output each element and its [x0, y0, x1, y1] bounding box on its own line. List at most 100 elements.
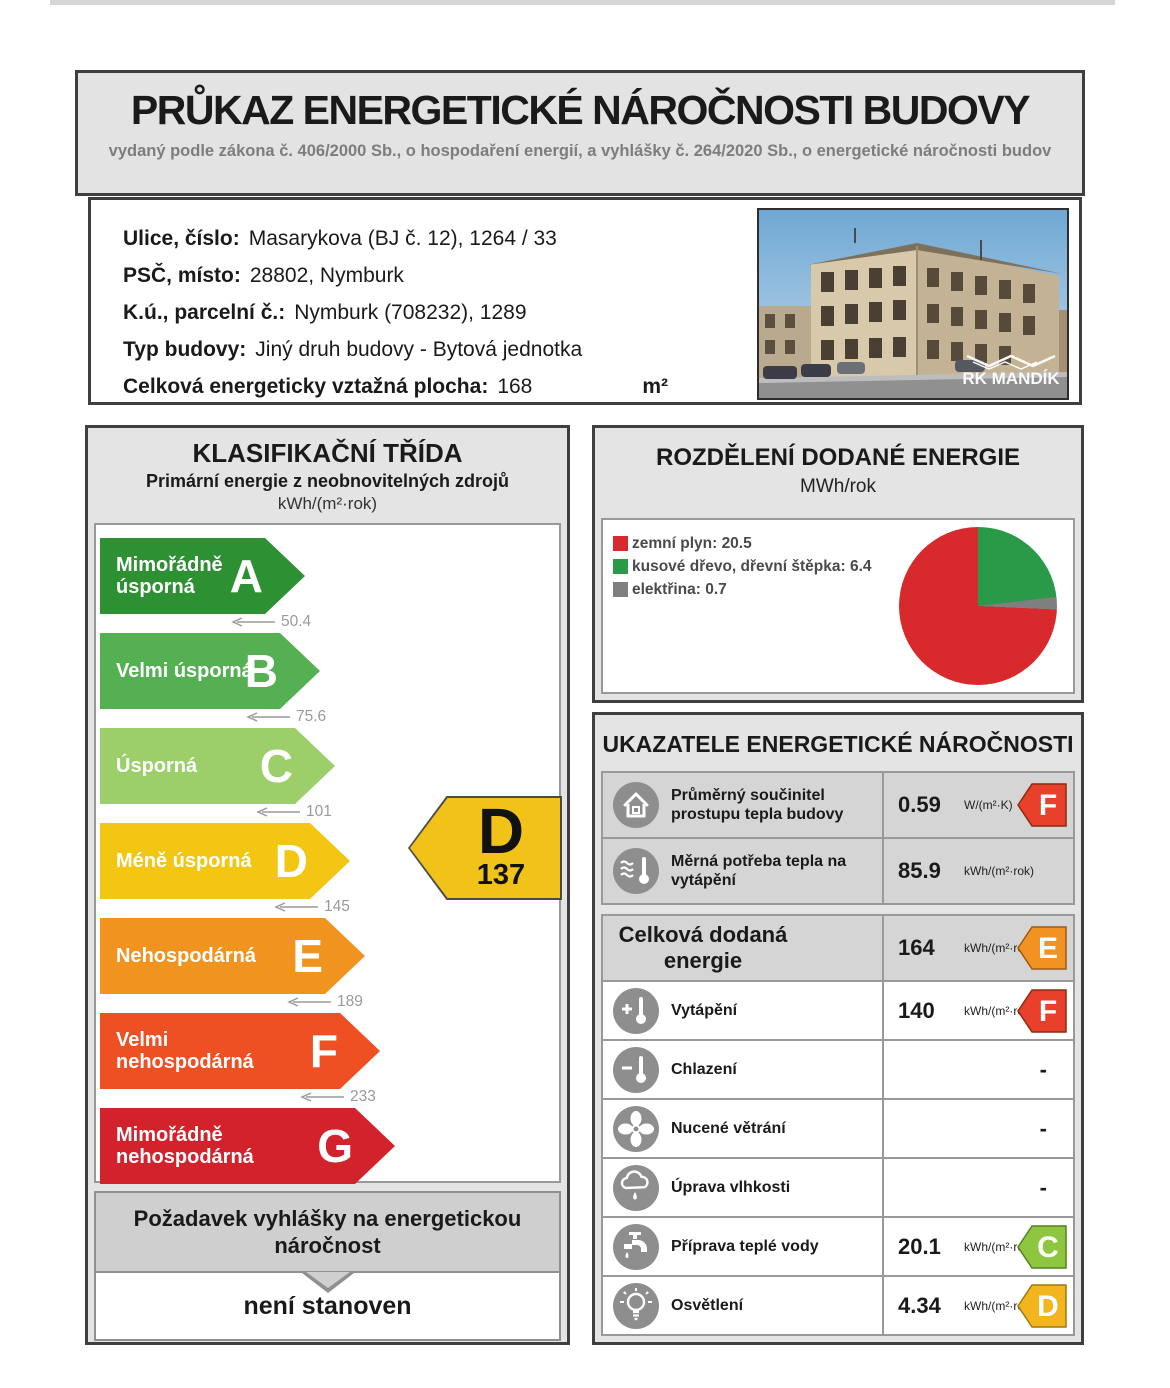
classification-subtitle: Primární energie z neobnovitelných zdroj…	[145, 471, 510, 491]
indicator-unit: kWh/(m²·rok)	[964, 1239, 1034, 1254]
info-row-street: Ulice, číslo: Masarykova (BJ č. 12), 1264…	[123, 220, 668, 257]
classification-title: KLASIFIKAČNÍ TŘÍDA	[192, 438, 463, 468]
indicator-label: Nucené větrání	[671, 1119, 786, 1137]
svg-text:F: F	[1039, 995, 1057, 1028]
class-letter: F	[309, 1025, 338, 1077]
indicator-label: Měrná potřeba tepla na vytápění	[671, 852, 847, 889]
building-photo: RK MANDÍK	[757, 208, 1069, 400]
certificate-header: PRŮKAZ ENERGETICKÉ NÁROČNOSTI BUDOVY vyd…	[75, 70, 1085, 196]
indicator-label: Příprava teplé vody	[671, 1237, 819, 1255]
minus-thermometer-icon	[613, 1046, 659, 1093]
indicators-title: UKAZATELE ENERGETICKÉ NÁROČNOSTI	[602, 731, 1074, 757]
indicator-unit: kWh/(m²·rok)	[964, 1298, 1034, 1313]
threshold-value: 50.4	[281, 613, 312, 630]
legend-label: elektřina: 0.7	[632, 580, 727, 598]
classification-unit: kWh/(m²·rok)	[277, 494, 378, 513]
class-arrow-e: Nehospodárná E	[100, 918, 365, 994]
class-letter: E	[292, 930, 323, 982]
fan-icon	[613, 1105, 659, 1152]
threshold-e: 189	[287, 993, 363, 1011]
class-badge-f: F	[1017, 783, 1067, 827]
threshold-arrow-icon	[287, 997, 331, 1007]
indicator-dash: -	[1039, 1174, 1047, 1200]
legend-item: elektřina: 0.7	[613, 578, 872, 601]
indicator-label: Chlazení	[671, 1060, 737, 1078]
indicator-row-lighting: Osvětlení 4.34 kWh/(m²·rok) D	[603, 1275, 1073, 1334]
indicator-label: Úprava vlhkosti	[671, 1178, 791, 1196]
threshold-c: 101	[256, 803, 332, 821]
info-row-zip: PSČ, místo: 28802, Nymburk	[123, 257, 668, 294]
threshold-value: 145	[324, 898, 350, 915]
class-letter: D	[274, 835, 308, 887]
indicator-row-heating: Vytápění 140 kWh/(m²·rok) F	[603, 980, 1073, 1039]
threshold-value: 233	[350, 1088, 376, 1105]
pie-chart	[899, 527, 1057, 685]
faucet-icon	[613, 1223, 659, 1270]
threshold-value: 75.6	[296, 708, 327, 725]
indicators-block-top: Průměrný součinitel prostupu tepla budov…	[601, 771, 1075, 905]
indicator-label: Vytápění	[671, 1001, 738, 1019]
indicator-unit: W/(m²·K)	[964, 798, 1013, 812]
class-letter: B	[244, 645, 278, 697]
legend-swatch	[613, 559, 628, 574]
indicator-label: Celková dodaná energie	[618, 921, 788, 973]
building-photo-illustration: RK MANDÍK	[759, 210, 1067, 398]
class-label: Mimořádně úsporná	[116, 553, 223, 598]
info-row-building-type: Typ budovy: Jiný druh budovy - Bytová jed…	[123, 331, 668, 368]
class-badge-f: F	[1017, 988, 1067, 1033]
house-icon	[613, 782, 659, 828]
class-badge-e: E	[1017, 926, 1067, 970]
indicator-row-hot-water: Příprava teplé vody 20.1 kWh/(m²·rok) C	[603, 1216, 1073, 1275]
legend-item: kusové dřevo, dřevní štěpka: 6.4	[613, 555, 872, 578]
info-value: Jiný druh budovy - Bytová jednotka	[255, 338, 583, 361]
current-class-marker: D 137	[408, 796, 562, 900]
class-label: Mimořádně nehospodárná	[116, 1123, 254, 1168]
class-arrow-c: Úsporná C	[100, 728, 335, 804]
plus-thermometer-icon	[613, 987, 659, 1034]
class-arrow-a: Mimořádně úsporná A	[100, 538, 305, 614]
class-arrow-d: Méně úsporná D	[100, 823, 350, 899]
info-label: Typ budovy:	[123, 338, 247, 361]
class-label: Nehospodárná	[116, 944, 257, 967]
threshold-arrow-icon	[274, 902, 318, 912]
classification-chart: Mimořádně úsporná A Velmi úsporná B Úspo…	[94, 523, 562, 1184]
indicator-value: 0.59	[898, 792, 941, 817]
energy-distribution-panel: ROZDĚLENÍ DODANÉ ENERGIE MWh/rok zemní p…	[592, 425, 1084, 703]
indicator-row-cooling: Chlazení -	[603, 1039, 1073, 1098]
indicator-value: 4.34	[898, 1292, 941, 1318]
threshold-d: 145	[274, 898, 350, 916]
threshold-arrow-icon	[246, 712, 290, 722]
legend-label: kusové dřevo, dřevní štěpka: 6.4	[632, 557, 872, 575]
threshold-a: 50.4	[231, 613, 311, 631]
threshold-arrow-icon	[256, 807, 300, 817]
threshold-arrow-icon	[231, 617, 275, 627]
info-label: Celková energeticky vztažná plocha:	[123, 375, 489, 398]
threshold-arrow-icon	[300, 1092, 344, 1102]
info-value: Nymburk (708232), 1289	[294, 301, 527, 324]
bulb-icon	[613, 1282, 659, 1329]
pie-legend: zemní plyn: 20.5 kusové dřevo, dřevní ště…	[613, 532, 872, 601]
page-title: PRŮKAZ ENERGETICKÉ NÁROČNOSTI BUDOVY	[130, 87, 1031, 133]
indicator-row-heat-demand: Měrná potřeba tepla na vytápění 85.9 kWh…	[603, 837, 1073, 903]
indicator-value: 85.9	[898, 858, 941, 883]
info-label: K.ú., parcelní č.:	[123, 301, 286, 324]
class-arrow-b: Velmi úsporná B	[100, 633, 320, 709]
indicator-dash: -	[1039, 1056, 1047, 1082]
building-info-fields: Ulice, číslo: Masarykova (BJ č. 12), 1264…	[123, 220, 668, 405]
cloud-drop-icon	[613, 1164, 659, 1211]
class-arrow-g: Mimořádně nehospodárná G	[100, 1108, 395, 1184]
legend-label: zemní plyn: 20.5	[632, 534, 752, 552]
indicator-row-total-energy: Celková dodaná energie 164 kWh/(m²·rok) …	[603, 916, 1073, 980]
info-label: Ulice, číslo:	[123, 227, 240, 250]
indicator-unit: kWh/(m²·rok)	[964, 864, 1034, 878]
class-badge-c: C	[1017, 1224, 1067, 1269]
heat-waves-thermometer-icon	[613, 848, 659, 894]
info-value: Masarykova (BJ č. 12), 1264 / 33	[248, 227, 557, 250]
threshold-value: 189	[337, 993, 363, 1010]
indicators-panel: UKAZATELE ENERGETICKÉ NÁROČNOSTI Průměrn…	[592, 712, 1084, 1345]
indicator-row-ventilation: Nucené větrání -	[603, 1098, 1073, 1157]
requirement-label: Požadavek vyhlášky na energetickou nároč…	[96, 1193, 559, 1273]
indicator-unit: kWh/(m²·rok)	[964, 941, 1034, 955]
photo-watermark: RK MANDÍK	[962, 354, 1060, 388]
